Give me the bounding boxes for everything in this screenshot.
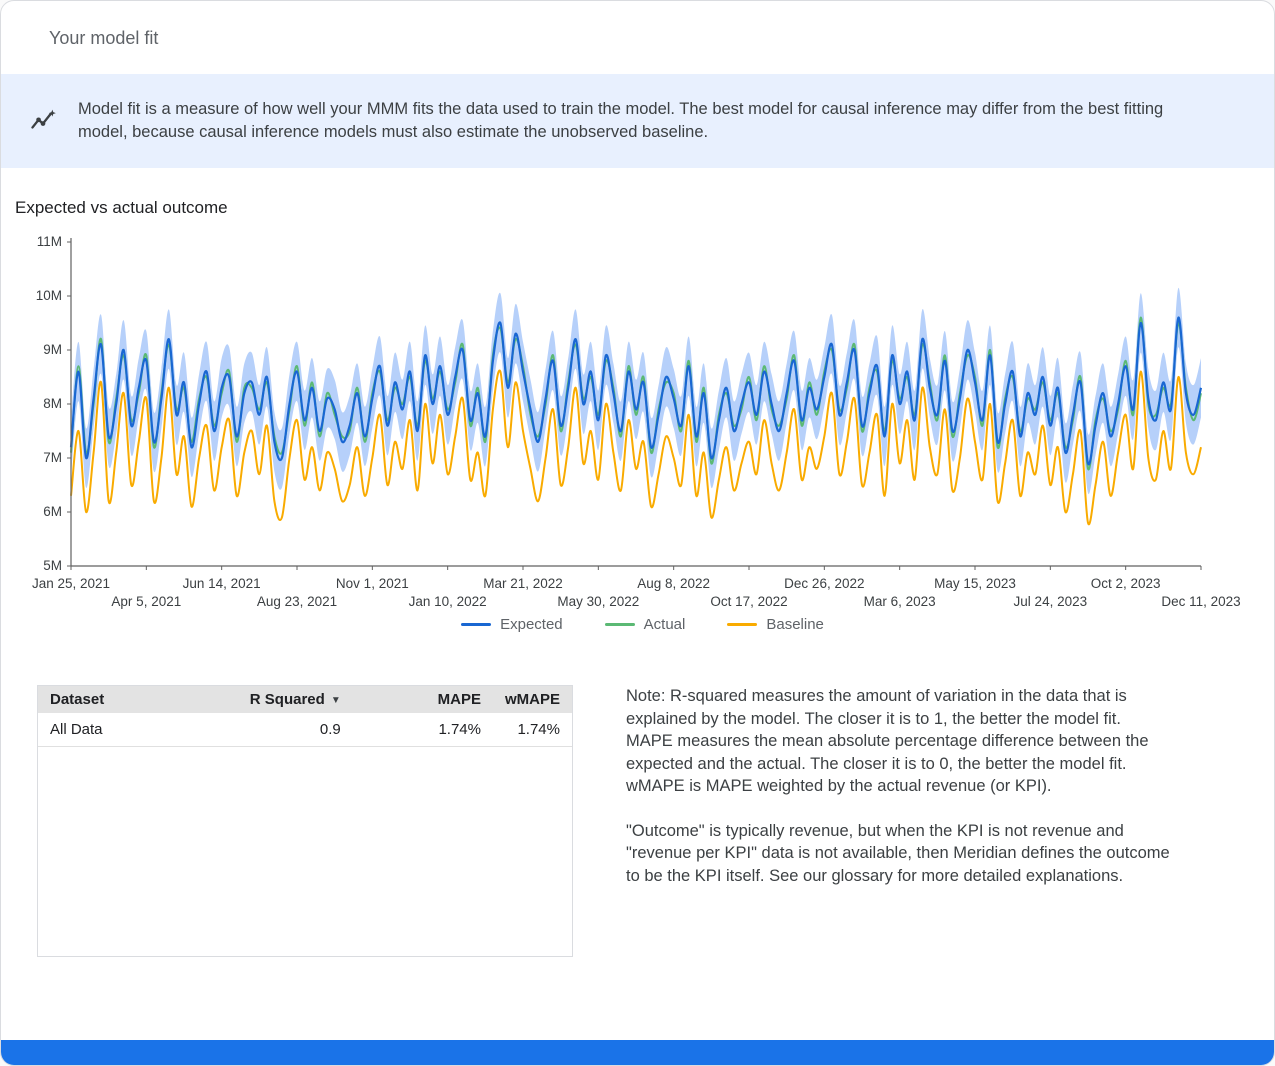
svg-text:Oct 17, 2022: Oct 17, 2022 bbox=[710, 594, 787, 609]
credible-interval-band bbox=[71, 287, 1201, 495]
insights-icon bbox=[28, 106, 58, 136]
legend-swatch-expected bbox=[461, 623, 492, 626]
cell-r-squared: 0.9 bbox=[214, 713, 353, 747]
expected-line bbox=[69, 316, 1203, 466]
legend-item-actual: Actual bbox=[604, 616, 686, 633]
legend-label-baseline: Baseline bbox=[766, 616, 824, 633]
cell-dataset: All Data bbox=[38, 713, 215, 747]
cell-wmape: 1.74% bbox=[492, 713, 572, 747]
legend-item-expected: Expected bbox=[461, 616, 563, 633]
svg-text:Nov 1, 2021: Nov 1, 2021 bbox=[336, 576, 409, 591]
svg-text:6M: 6M bbox=[43, 504, 62, 519]
svg-text:7M: 7M bbox=[43, 450, 62, 465]
legend-label-expected: Expected bbox=[500, 616, 563, 633]
chart-legend: Expected Actual Baseline bbox=[11, 616, 1274, 633]
note-text: Note: R-squared measures the amount of v… bbox=[626, 685, 1171, 909]
note-paragraph-2: "Outcome" is typically revenue, but when… bbox=[626, 821, 1170, 885]
column-header-wmape: wMAPE bbox=[492, 686, 572, 713]
svg-text:May 15, 2023: May 15, 2023 bbox=[934, 576, 1016, 591]
card-header: Your model fit bbox=[1, 1, 1274, 74]
sort-arrow-icon[interactable] bbox=[331, 695, 341, 706]
legend-label-actual: Actual bbox=[643, 616, 686, 633]
svg-text:Oct 2, 2023: Oct 2, 2023 bbox=[1091, 576, 1161, 591]
bottom-section: Dataset R Squared MAPE wMAPE All Data 0.… bbox=[1, 633, 1274, 957]
note-paragraph-1: Note: R-squared measures the amount of v… bbox=[626, 687, 1149, 795]
footer-bar bbox=[1, 1040, 1274, 1065]
column-header-r-squared[interactable]: R Squared bbox=[214, 686, 353, 713]
column-header-dataset: Dataset bbox=[38, 686, 215, 713]
page-title: Your model fit bbox=[49, 28, 159, 48]
svg-text:Mar 21, 2022: Mar 21, 2022 bbox=[483, 576, 563, 591]
svg-text:Jan 10, 2022: Jan 10, 2022 bbox=[409, 594, 487, 609]
table-header-row: Dataset R Squared MAPE wMAPE bbox=[38, 686, 572, 713]
legend-item-baseline: Baseline bbox=[727, 616, 824, 633]
svg-text:8M: 8M bbox=[43, 396, 62, 411]
column-header-mape: MAPE bbox=[352, 686, 493, 713]
svg-text:Jun 14, 2021: Jun 14, 2021 bbox=[183, 576, 261, 591]
legend-swatch-baseline bbox=[727, 623, 758, 626]
info-banner: Model fit is a measure of how well your … bbox=[1, 74, 1274, 168]
svg-text:9M: 9M bbox=[43, 342, 62, 357]
svg-text:Mar 6, 2023: Mar 6, 2023 bbox=[864, 594, 936, 609]
svg-text:May 30, 2022: May 30, 2022 bbox=[557, 594, 639, 609]
svg-text:Dec 11, 2023: Dec 11, 2023 bbox=[1161, 594, 1240, 609]
svg-text:Jul 24, 2023: Jul 24, 2023 bbox=[1014, 594, 1088, 609]
legend-swatch-actual bbox=[604, 623, 635, 626]
svg-text:Jan 25, 2021: Jan 25, 2021 bbox=[32, 576, 110, 591]
svg-text:Dec 26, 2022: Dec 26, 2022 bbox=[784, 576, 864, 591]
banner-text: Model fit is a measure of how well your … bbox=[78, 100, 1164, 141]
fit-metrics-table: Dataset R Squared MAPE wMAPE All Data 0.… bbox=[37, 685, 573, 957]
svg-text:5M: 5M bbox=[43, 558, 62, 573]
baseline-line bbox=[70, 369, 1202, 526]
table-row: All Data 0.9 1.74% 1.74% bbox=[38, 713, 572, 747]
section-title: Expected vs actual outcome bbox=[15, 198, 228, 217]
svg-text:10M: 10M bbox=[36, 288, 62, 303]
svg-text:Aug 8, 2022: Aug 8, 2022 bbox=[637, 576, 710, 591]
svg-text:Aug 23, 2021: Aug 23, 2021 bbox=[257, 594, 337, 609]
svg-text:Apr 5, 2021: Apr 5, 2021 bbox=[111, 594, 181, 609]
chart-area: 5M 6M 7M 8M 9M 10M 11M Jan 25, 2021 Apr 5, 2021 J… bbox=[1, 230, 1274, 633]
svg-text:11M: 11M bbox=[37, 234, 62, 249]
cell-mape: 1.74% bbox=[352, 713, 493, 747]
